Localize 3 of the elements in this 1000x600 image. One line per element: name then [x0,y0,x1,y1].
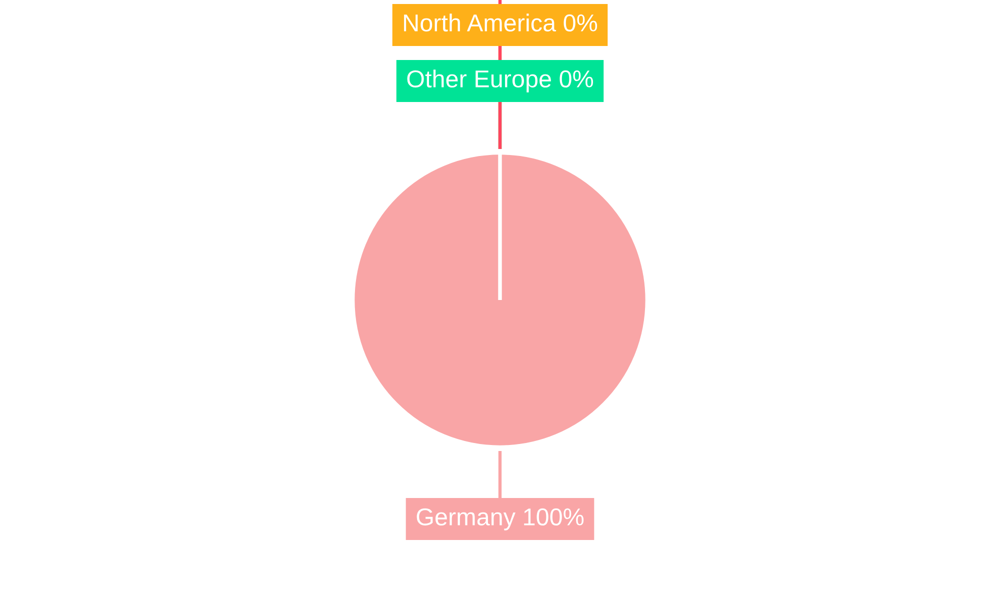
slice-label: Germany 100% [416,508,584,530]
category-label: Other Europe 0% [407,70,594,92]
category-label: North America 0% [404,14,598,32]
